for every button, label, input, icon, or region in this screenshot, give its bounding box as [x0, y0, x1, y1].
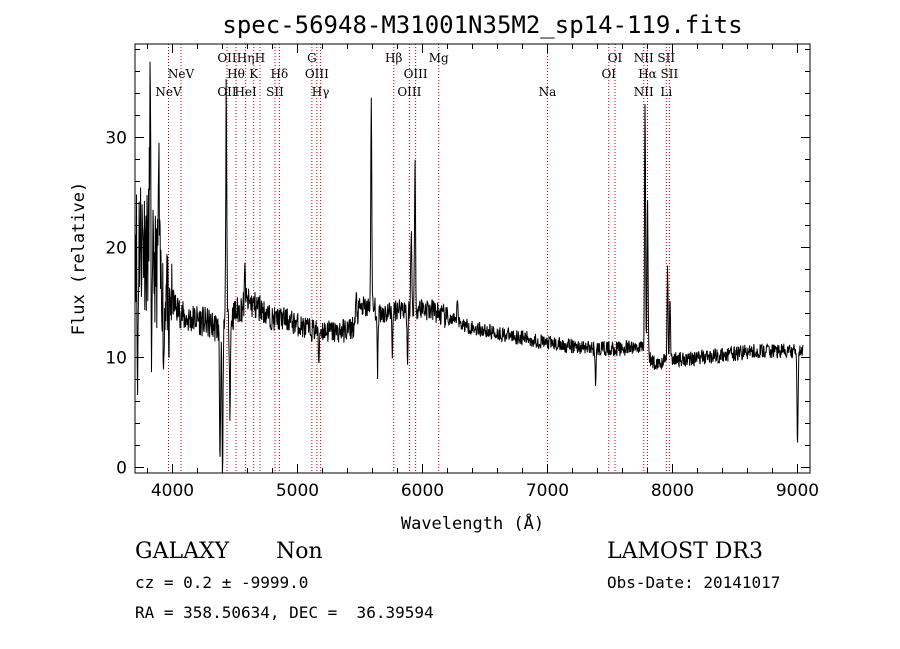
line-marker-label: OIII	[397, 85, 421, 99]
y-tick-label: 10	[105, 349, 127, 369]
line-marker-label: Hθ	[227, 67, 245, 81]
x-tick-label: 5000	[276, 481, 319, 501]
line-marker-label: SII	[657, 51, 675, 65]
line-marker-label: Hδ	[271, 67, 289, 81]
survey-name: LAMOST DR3	[607, 539, 763, 564]
y-tick-label: 30	[105, 129, 127, 149]
line-marker-label: Hη	[237, 51, 255, 65]
line-marker-label: OIII	[305, 67, 329, 81]
x-tick-label: 7000	[526, 481, 569, 501]
line-marker-label: Mg	[429, 51, 449, 65]
line-marker-label: NeV	[155, 85, 182, 99]
line-marker-label: Hβ	[385, 51, 402, 65]
x-tick-label: 4000	[151, 481, 194, 501]
line-marker-label: NII	[634, 85, 654, 99]
line-marker-label: OII	[217, 51, 237, 65]
redshift-text: cz = 0.2 ± -9999.0	[135, 573, 309, 592]
line-marker-label: SII	[266, 85, 284, 99]
x-axis-label: Wavelength (Å)	[401, 512, 544, 534]
coordinates-text: RA = 358.50634, DEC = 36.39594	[135, 603, 434, 622]
line-marker-label: H	[255, 51, 265, 65]
line-marker-label: Hα	[638, 67, 657, 81]
line-marker-label: Hγ	[312, 85, 330, 99]
y-axis-label: Flux (relative)	[69, 182, 89, 336]
y-tick-label: 0	[116, 459, 127, 479]
line-marker-label: Na	[539, 85, 557, 99]
line-marker-label: K	[249, 67, 259, 81]
chart-title: spec-56948-M31001N35M2_sp14-119.fits	[222, 11, 742, 39]
object-class: GALAXY	[135, 539, 230, 564]
plot-frame	[134, 43, 811, 474]
y-tick-label: 20	[105, 239, 127, 259]
obs-date: Obs-Date: 20141017	[607, 573, 781, 592]
x-tick-label: 8000	[651, 481, 694, 501]
line-marker-label: G	[307, 51, 317, 65]
line-marker-label: SII	[661, 67, 679, 81]
x-tick-label: 9000	[776, 481, 819, 501]
line-marker-label: Li	[660, 85, 672, 99]
line-marker-label: HeI	[234, 85, 257, 99]
line-marker-label: NII	[634, 51, 654, 65]
spectrum-chart: spec-56948-M31001N35M2_sp14-119.fits NeV N…	[69, 11, 819, 534]
object-subclass: Non	[276, 539, 323, 564]
x-tick-label: 6000	[401, 481, 444, 501]
spectrum-line	[134, 61, 804, 474]
line-marker-label: NeV	[168, 67, 195, 81]
line-marker-label: OII	[217, 85, 237, 99]
line-marker-label: OI	[608, 51, 623, 65]
line-marker-label: OIII	[404, 67, 428, 81]
line-marker-label: OI	[601, 67, 616, 81]
